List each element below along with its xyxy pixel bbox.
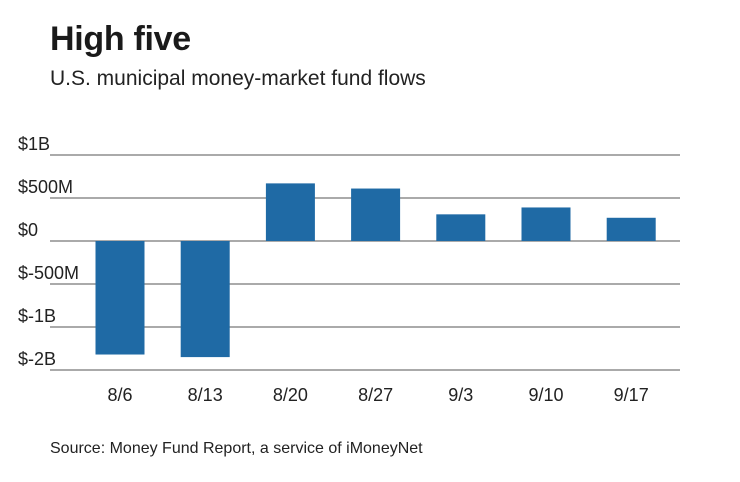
y-tick-label: $1B bbox=[18, 134, 50, 154]
y-tick-label: $-500M bbox=[18, 263, 79, 283]
bar-9-3 bbox=[436, 214, 486, 241]
source-note: Source: Money Fund Report, a service of … bbox=[50, 440, 423, 457]
y-tick-label: $-2B bbox=[18, 349, 56, 369]
bar-9-10 bbox=[521, 207, 571, 241]
bar-8-6 bbox=[95, 241, 145, 355]
bars bbox=[95, 183, 656, 358]
x-tick-label: 9/3 bbox=[448, 385, 473, 405]
y-tick-label: $0 bbox=[18, 220, 38, 240]
x-tick-label: 8/27 bbox=[358, 385, 393, 405]
bar-9-17 bbox=[606, 217, 656, 241]
x-tick-label: 8/20 bbox=[273, 385, 308, 405]
x-axis-labels: 8/6 8/13 8/20 8/27 9/3 9/10 9/17 bbox=[107, 385, 648, 405]
x-tick-label: 8/13 bbox=[188, 385, 223, 405]
bar-8-13 bbox=[180, 241, 230, 358]
y-tick-label: $-1B bbox=[18, 306, 56, 326]
y-axis-labels: $1B $500M $0 $-500M $-1B $-2B bbox=[18, 134, 79, 369]
bar-8-20 bbox=[265, 183, 315, 241]
x-tick-label: 8/6 bbox=[107, 385, 132, 405]
bar-8-27 bbox=[351, 188, 401, 241]
x-tick-label: 9/10 bbox=[528, 385, 563, 405]
y-tick-label: $500M bbox=[18, 177, 73, 197]
x-tick-label: 9/17 bbox=[614, 385, 649, 405]
chart-subtitle: U.S. municipal money-market fund flows bbox=[50, 67, 426, 90]
chart-title: High five bbox=[50, 20, 191, 58]
